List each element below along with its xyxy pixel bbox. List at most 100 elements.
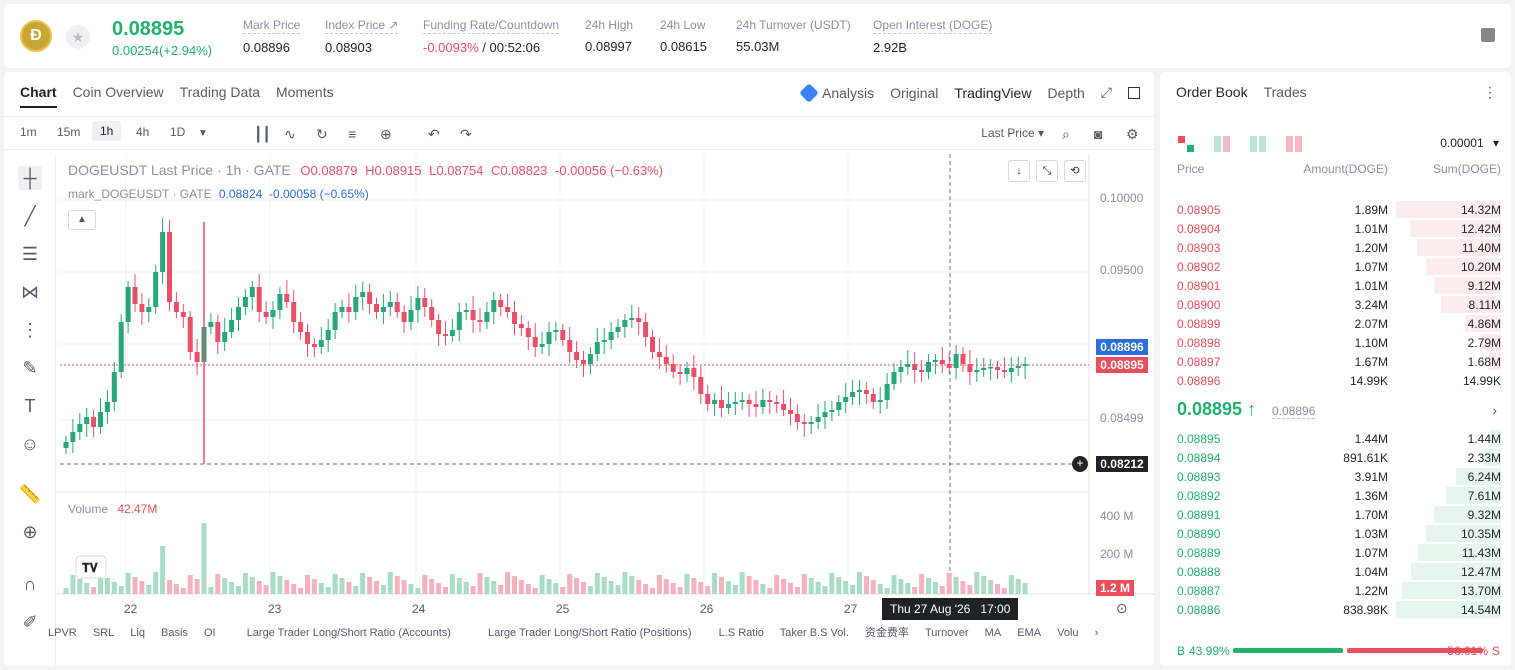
add-indicator-icon[interactable]: ⊕ [380,126,392,142]
bid-row[interactable]: 0.08893 3.91M 6.24M [1160,467,1511,486]
ask-row[interactable]: 0.08902 1.07M 10.20M [1160,257,1511,276]
indicator-turnover[interactable]: Turnover [924,627,969,639]
legend-collapse-button[interactable]: ▲ [68,210,96,230]
emoji-icon[interactable]: ☺ [20,434,40,454]
time-crosshair-tooltip: Thu 27 Aug '26 17:00 [882,598,1019,620]
templates-icon[interactable]: ≡ [348,126,357,142]
layout-both-alt-icon[interactable] [1214,136,1230,152]
bid-row[interactable]: 0.08886 838.98K 14.54M [1160,600,1511,619]
gear-icon[interactable]: ⚙ [1126,126,1139,142]
tab-chart[interactable]: Chart [20,84,57,108]
bid-row[interactable]: 0.08887 1.22M 13.70M [1160,581,1511,600]
indicator-liq[interactable]: Liq [130,627,145,639]
stat-index-price[interactable]: Index Price ↗ 0.08903 [325,18,399,55]
undo-icon[interactable]: ↶ [428,126,440,142]
timeframe-15m[interactable]: 15m [57,125,81,139]
ruler-icon[interactable]: 📏 [18,484,42,504]
add-alert-icon[interactable]: + [1072,456,1088,472]
fib-icon[interactable]: ⋮ [21,320,39,340]
ask-sum: 1.68M [1467,355,1501,369]
precision-select[interactable]: 0.00001 ▾ [1440,136,1499,150]
indicator-basis[interactable]: Basis [161,627,188,639]
timeframe-4h[interactable]: 4h [136,125,150,139]
tab-depth[interactable]: Depth [1047,84,1085,101]
more-options-icon[interactable]: ⋮ [1483,84,1497,100]
scroll-right-icon[interactable]: › [1094,627,1099,639]
ticker-header: Ð ★ 0.08895 0.00254(+2.94%) Mark Price 0… [4,4,1511,68]
ask-amount: 1.01M [1354,222,1388,236]
bid-row[interactable]: 0.08889 1.07M 11.43M [1160,543,1511,562]
price-source-select[interactable]: Last Price ▾ [981,126,1044,140]
chevron-right-icon[interactable]: › [1492,402,1497,418]
bid-row[interactable]: 0.08892 1.36M 7.61M [1160,486,1511,505]
indicator-ls-ratio[interactable]: L.S Ratio [718,627,764,639]
layout-both-icon[interactable] [1178,136,1194,152]
candle-body [443,334,448,336]
maximize-icon[interactable] [1128,86,1140,99]
indicator-funding-rate[interactable]: 资金费率 [864,627,909,639]
favorite-star-icon[interactable]: ★ [66,25,90,49]
ask-row[interactable]: 0.08898 1.10M 2.79M [1160,333,1511,352]
volume-bar [574,578,580,594]
tab-moments[interactable]: Moments [276,84,334,100]
candlestick-chart[interactable]: 0.10000 0.09500 0.08499 400 M 200 M 22 23 24 25 2… [4,72,1154,666]
redo-icon[interactable]: ↷ [460,126,472,142]
chart-settings-icon[interactable]: ⊙ [1116,600,1128,616]
camera-icon[interactable]: ◙ [1094,126,1103,142]
replay-icon[interactable]: ↻ [316,126,328,142]
ask-row[interactable]: 0.08897 1.67M 1.68M [1160,352,1511,371]
indicator-ls-positions[interactable]: Large Trader Long/Short Ratio (Positions… [487,627,692,639]
ask-row[interactable]: 0.08896 14.99K 14.99K [1160,371,1511,390]
tab-coin-overview[interactable]: Coin Overview [72,84,164,100]
tab-tradingview[interactable]: TradingView [954,84,1032,101]
ask-row[interactable]: 0.08904 1.01M 12.42M [1160,219,1511,238]
layout-bids-icon[interactable] [1250,136,1266,152]
brush-icon[interactable]: ✎ [22,358,38,378]
candle-type-icon[interactable]: ┃┃ [254,126,271,142]
bid-row[interactable]: 0.08894 891.61K 2.33M [1160,448,1511,467]
indicator-ma[interactable]: MA [984,627,1002,639]
timeframe-dropdown-icon[interactable]: ▼ [198,128,208,139]
tab-trades[interactable]: Trades [1263,84,1307,100]
indicator-srl[interactable]: SRL [92,627,115,639]
timeframe-1h[interactable]: 1h [92,121,122,141]
timeframe-1m[interactable]: 1m [20,125,37,139]
ask-row[interactable]: 0.08900 3.24M 8.11M [1160,295,1511,314]
pencil-icon[interactable]: ✐ [22,612,38,632]
indicator-ema[interactable]: EMA [1017,627,1042,639]
bid-row[interactable]: 0.08891 1.70M 9.32M [1160,505,1511,524]
tab-order-book[interactable]: Order Book [1176,84,1248,100]
expand-icon[interactable]: ⤢ [1100,84,1112,100]
layout-asks-icon[interactable] [1286,136,1302,152]
text-icon[interactable]: T [24,396,36,416]
candle-body [808,422,814,424]
bid-row[interactable]: 0.08895 1.44M 1.44M [1160,429,1511,448]
ask-row[interactable]: 0.08903 1.20M 11.40M [1160,238,1511,257]
bid-row[interactable]: 0.08888 1.04M 12.47M [1160,562,1511,581]
indicator-volume[interactable]: Volu [1057,627,1079,639]
search-icon[interactable]: ⌕ [1062,126,1070,142]
zoom-in-icon[interactable]: ⊕ [22,522,38,542]
ask-row[interactable]: 0.08901 1.01M 9.12M [1160,276,1511,295]
horizontal-lines-icon[interactable]: ☰ [21,244,39,264]
crosshair-icon[interactable]: ┼ [18,166,42,190]
book-icon[interactable] [1481,28,1495,42]
trend-line-icon[interactable]: ╱ [24,206,36,226]
indicators-icon[interactable]: ∿ [284,126,296,142]
indicator-ls-accounts[interactable]: Large Trader Long/Short Ratio (Accounts) [246,627,451,639]
tab-analysis[interactable]: Analysis [799,82,874,103]
indicator-taker-vol[interactable]: Taker B.S Vol. [779,627,849,639]
magnet-icon[interactable]: ∩ [23,574,37,594]
bid-row[interactable]: 0.08890 1.03M 10.35M [1160,524,1511,543]
ask-row[interactable]: 0.08905 1.89M 14.32M [1160,200,1511,219]
indicator-lpvr[interactable]: LPVR [48,627,77,639]
indicator-oi[interactable]: OI [204,627,216,639]
ask-row[interactable]: 0.08899 2.07M 4.86M [1160,314,1511,333]
tab-original[interactable]: Original [890,84,939,101]
tab-trading-data[interactable]: Trading Data [179,84,261,100]
refresh-icon[interactable]: ⟲ [1064,160,1086,182]
scroll-down-icon[interactable]: ↓ [1008,160,1030,182]
pattern-icon[interactable]: ⋈ [21,282,39,302]
collapse-icon[interactable]: ⤡ [1036,160,1058,182]
timeframe-1d[interactable]: 1D [170,125,186,139]
